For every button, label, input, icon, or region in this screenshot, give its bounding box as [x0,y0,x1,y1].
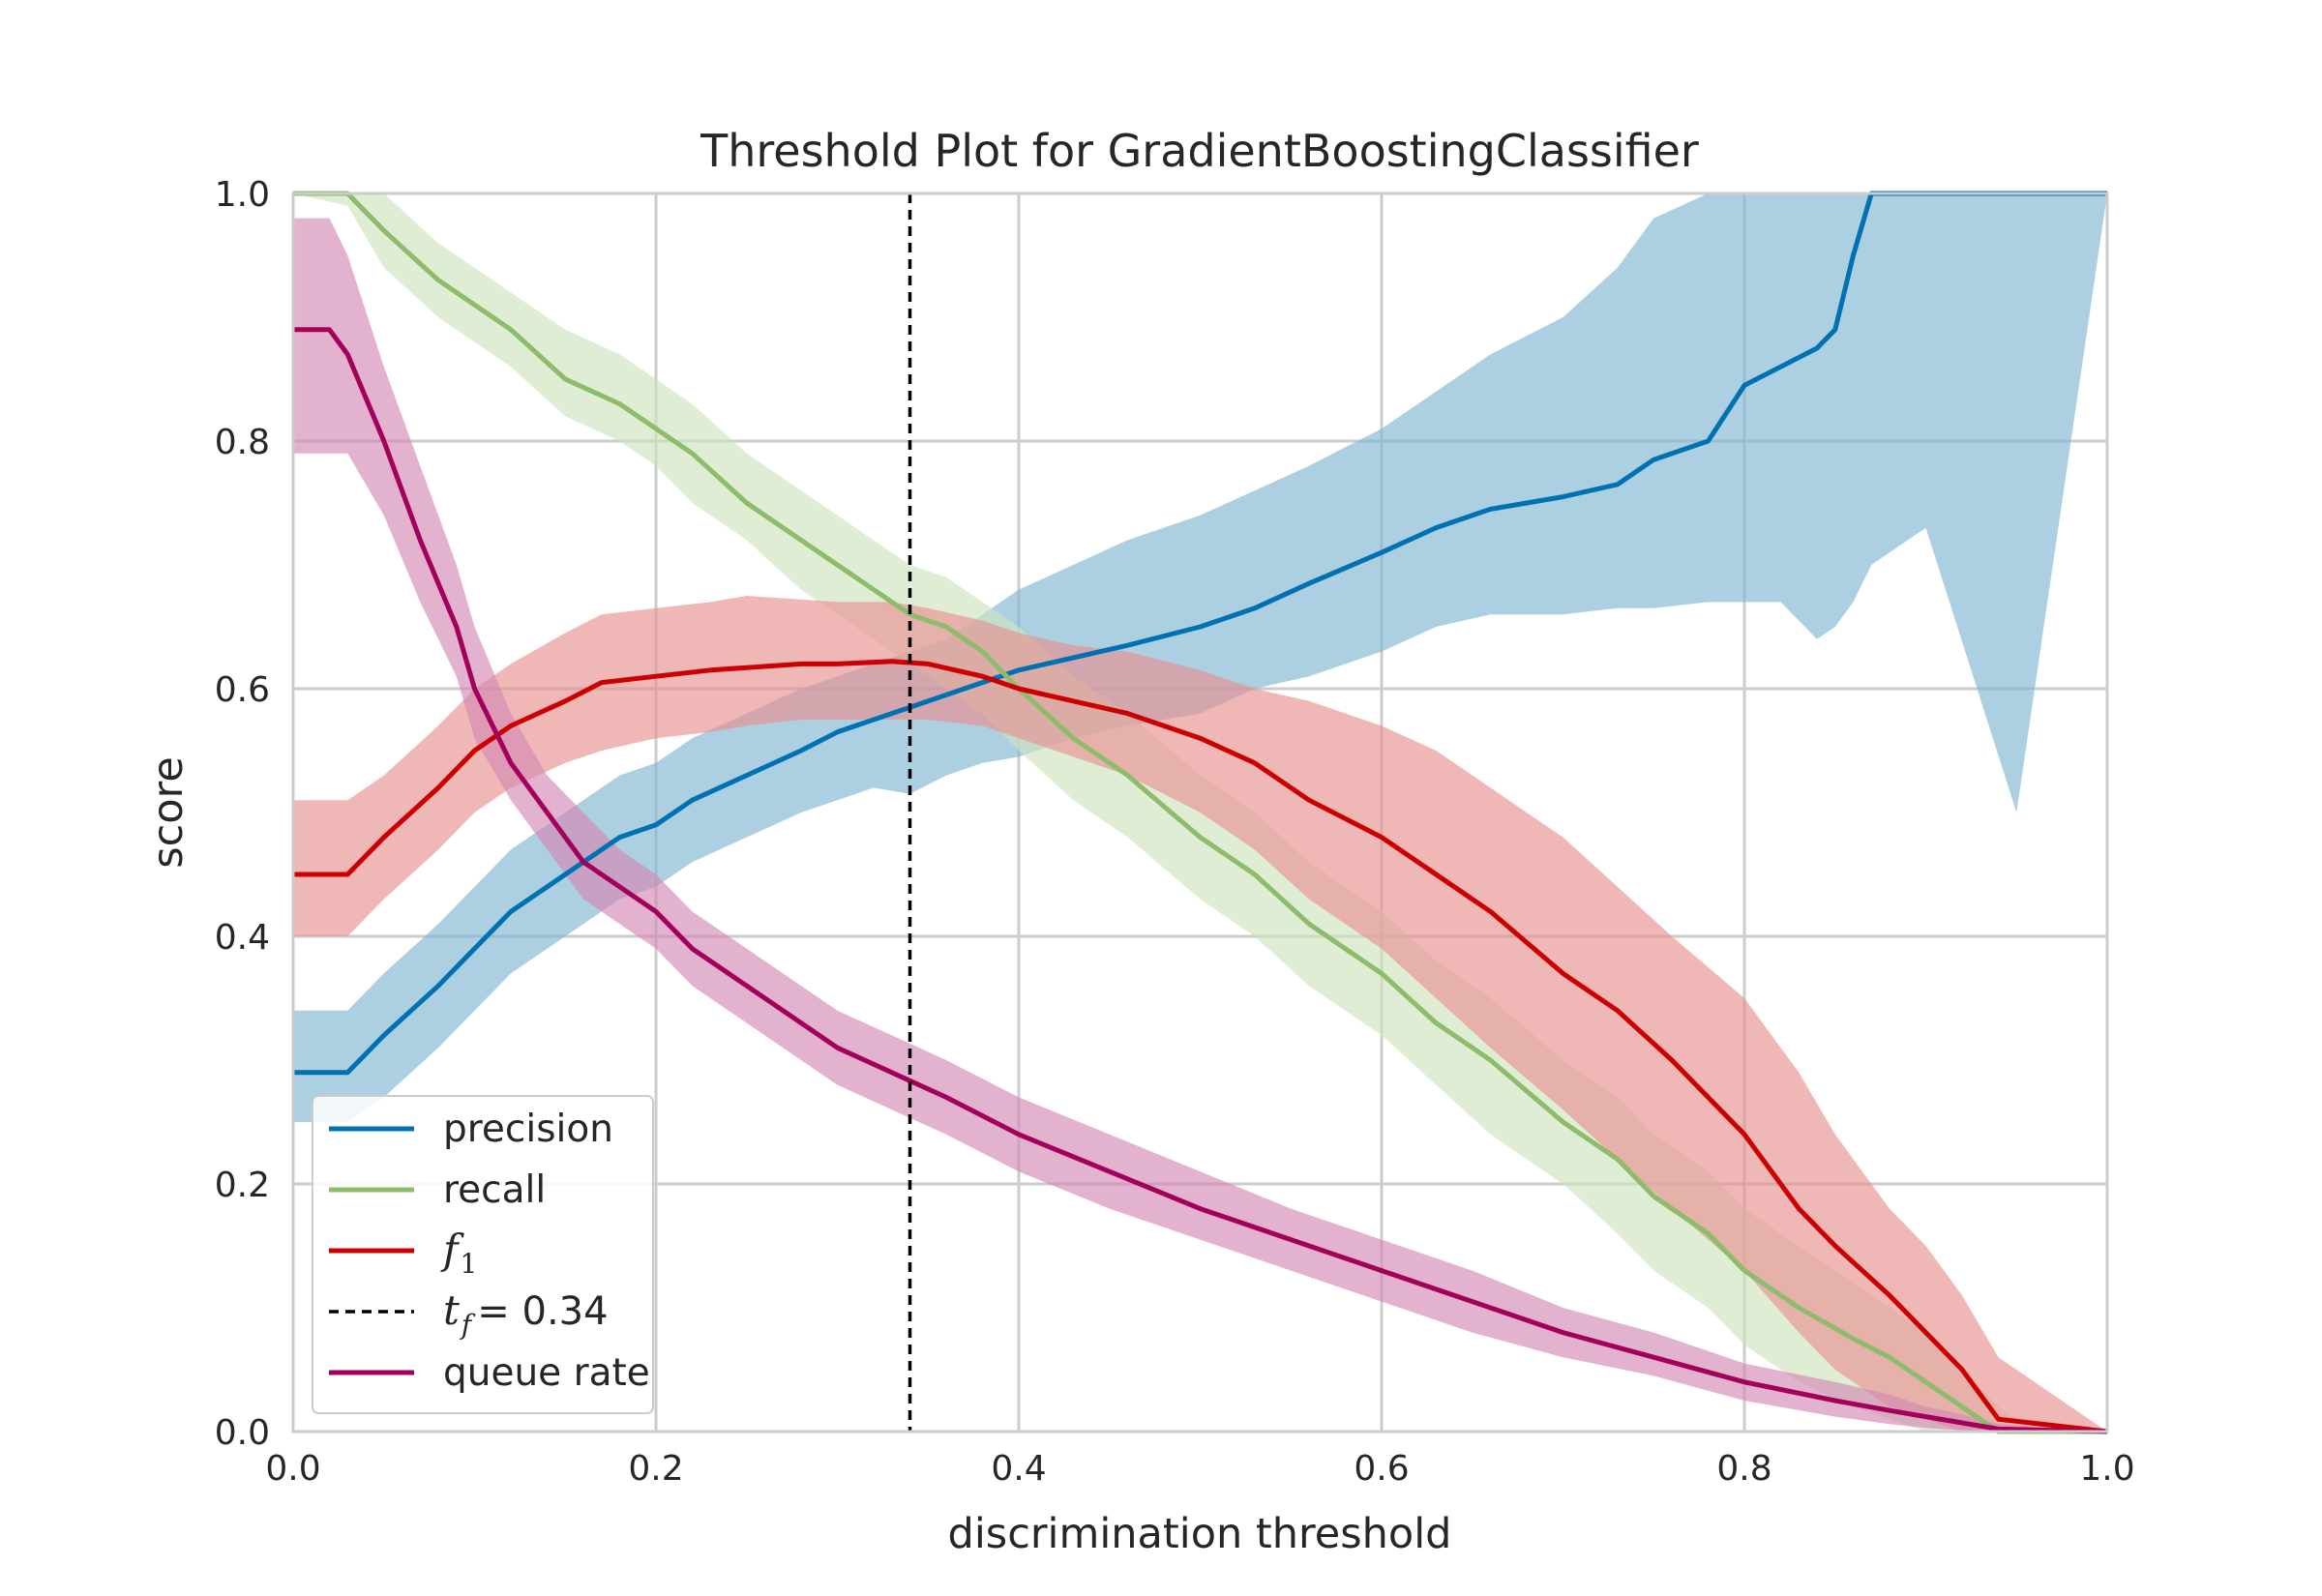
x-tick-label: 0.4 [991,1449,1046,1489]
f1-line [293,659,2108,1434]
legend-f1-subscript: 1 [461,1248,478,1280]
legend: precision recall f1 tf = 0.34 queue rate [312,1095,654,1414]
legend-label-queue-rate: queue rate [443,1351,650,1395]
legend-box [312,1095,654,1414]
legend-label-precision: precision [443,1108,613,1151]
plot-area [291,191,2109,1434]
y-tick-label: 0.8 [215,423,270,462]
y-axis-label: score [144,756,193,869]
x-axis-label: discrimination threshold [948,1510,1452,1558]
legend-threshold-symbol: t [443,1286,460,1334]
tick-labels: 0.0 0.2 0.4 0.6 0.8 1.0 0.0 0.2 0.4 0.6 0.8 1.0 [215,175,2135,1489]
precision-band [293,193,2107,1122]
legend-label-f1: f1 [440,1226,477,1280]
y-tick-label: 0.2 [215,1166,270,1205]
y-tick-label: 1.0 [215,175,270,215]
queue-rate-band [293,218,2107,1433]
y-tick-label: 0.0 [215,1413,270,1453]
legend-threshold-value: = 0.34 [477,1289,608,1334]
x-tick-label: 0.2 [628,1449,683,1489]
recall-line [293,191,2107,1434]
x-tick-label: 0.8 [1716,1449,1771,1489]
queue-rate-line [293,327,2108,1434]
y-tick-label: 0.4 [215,918,270,958]
f1-band [293,596,2107,1432]
x-tick-label: 1.0 [2079,1449,2134,1489]
chart-title: Threshold Plot for GradientBoostingClass… [700,125,1699,177]
series-lines [293,191,2108,1434]
y-tick-label: 0.6 [215,670,270,710]
x-tick-label: 0.0 [265,1449,320,1489]
legend-label-recall: recall [443,1168,546,1212]
x-tick-label: 0.6 [1354,1449,1409,1489]
axes-frame [291,192,2109,1433]
